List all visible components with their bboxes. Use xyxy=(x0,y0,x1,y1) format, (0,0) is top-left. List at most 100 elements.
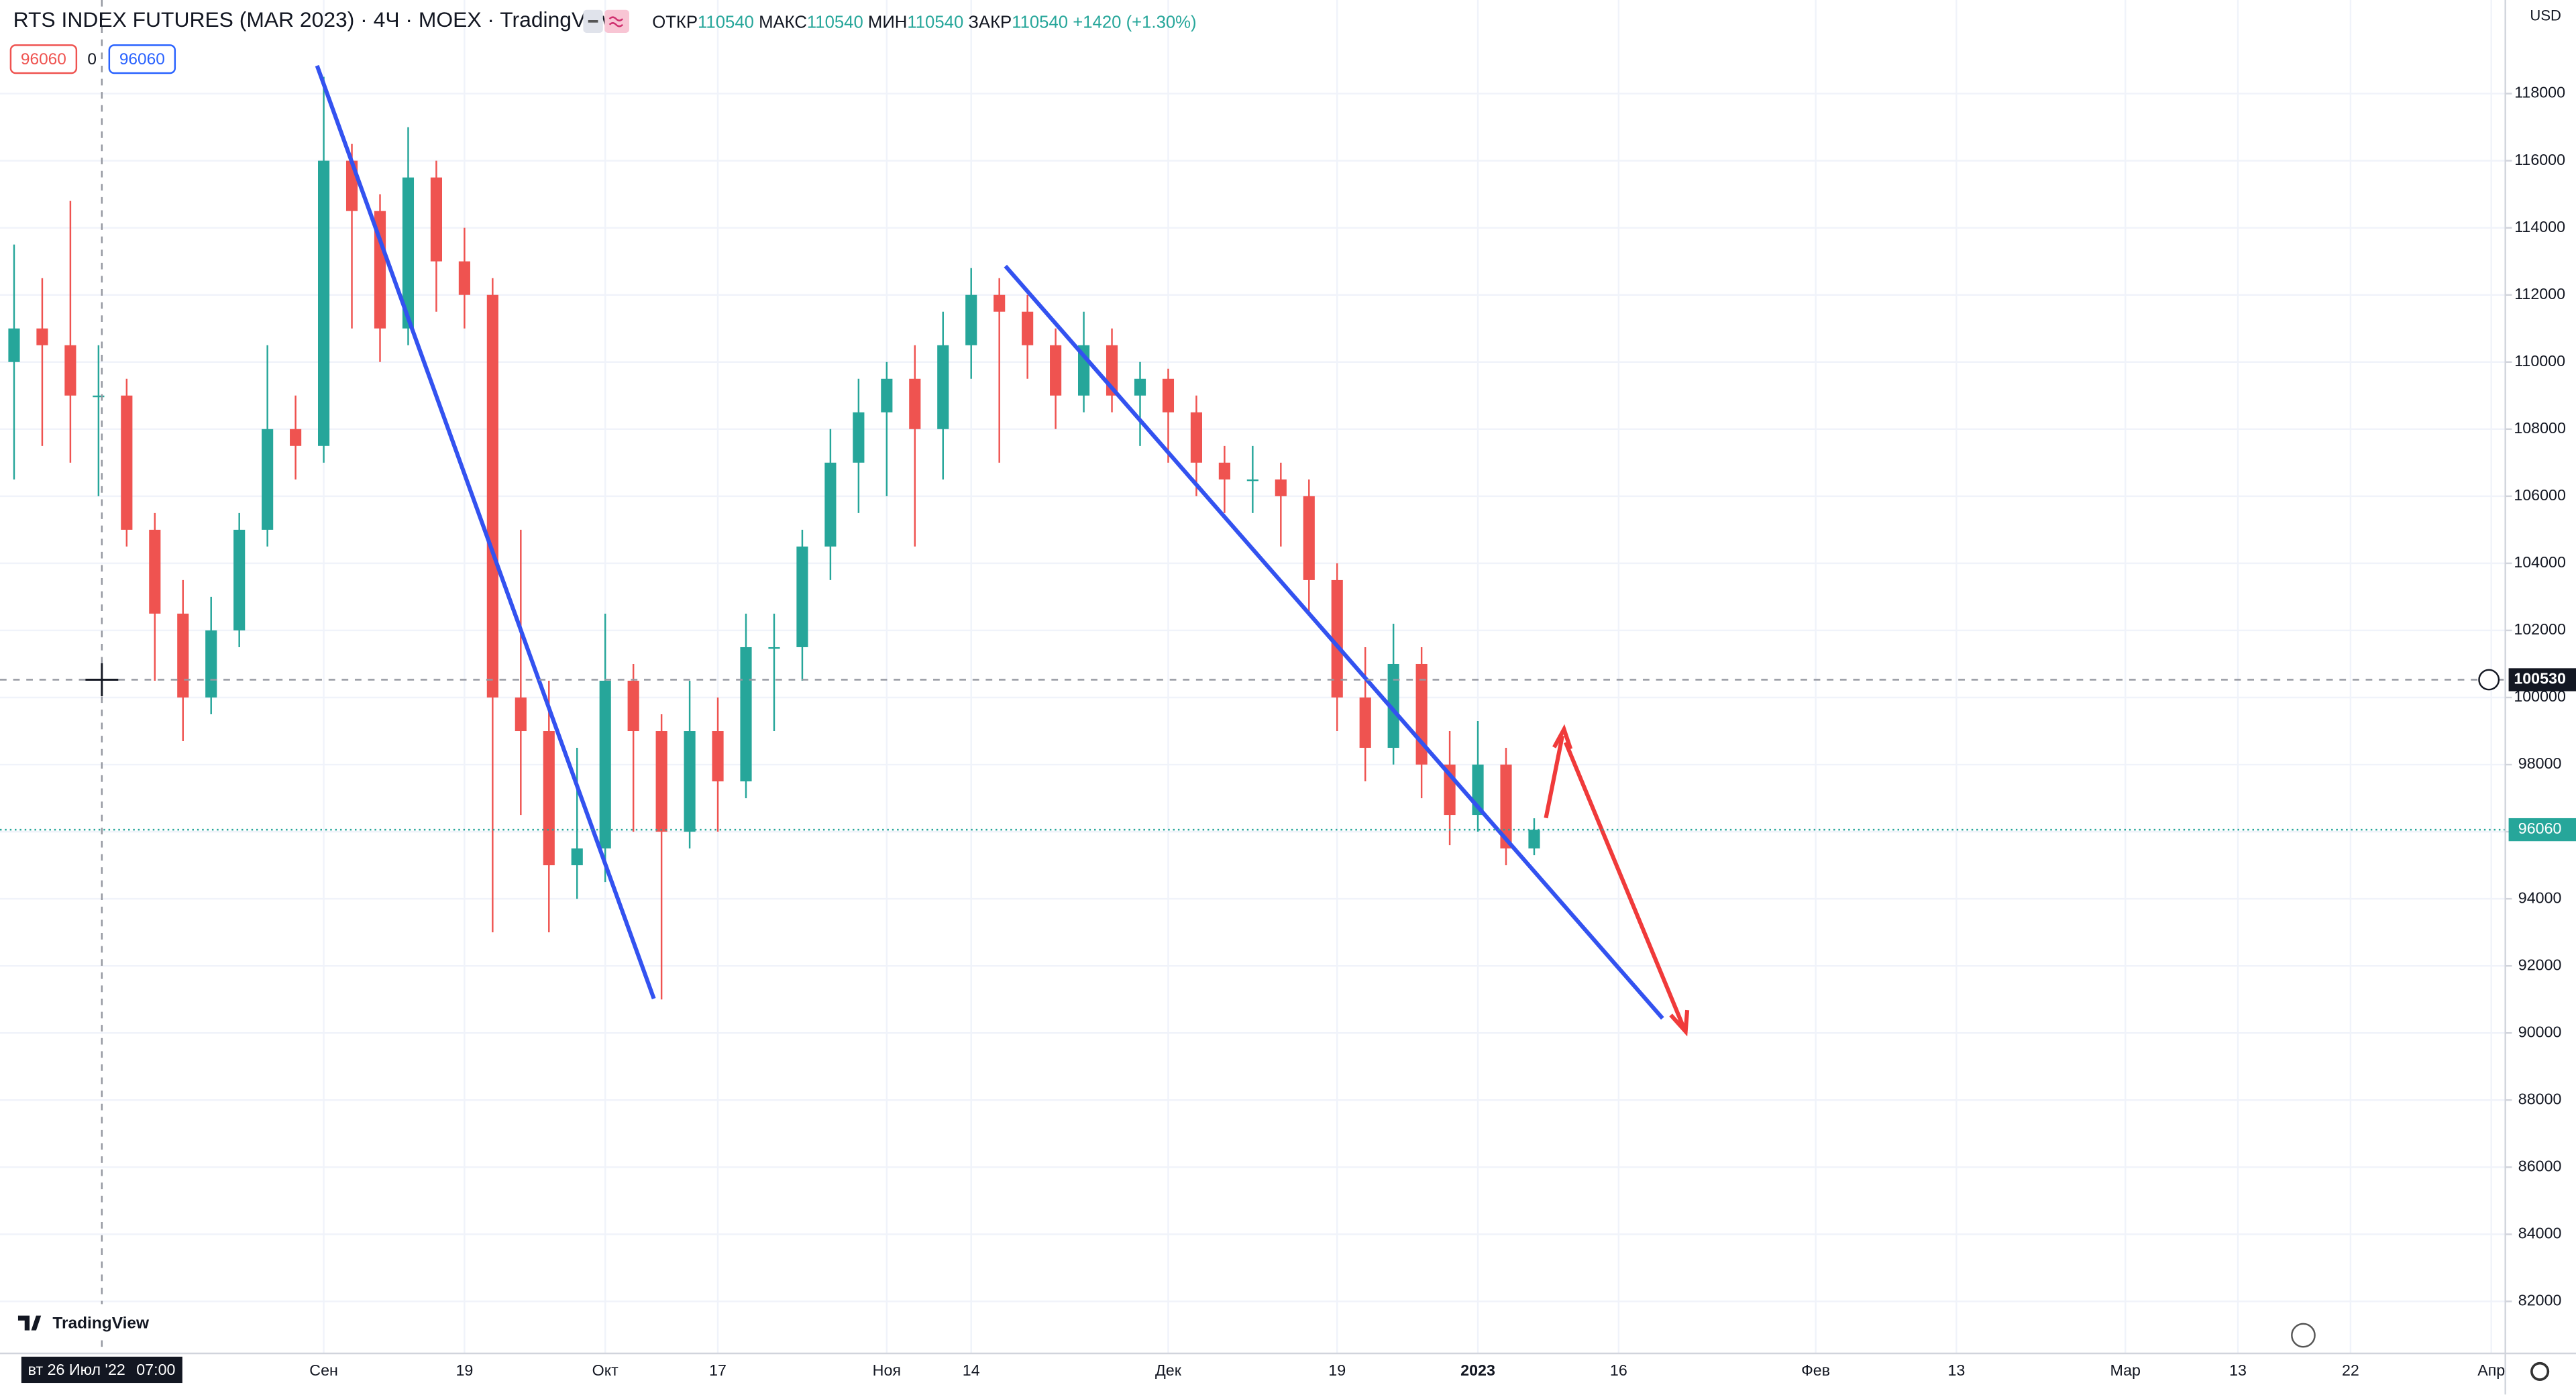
y-tick-label: 88000 xyxy=(2518,1090,2562,1107)
candle-body xyxy=(599,680,611,849)
badge-text: 96060 xyxy=(119,50,165,68)
crosshair-cursor xyxy=(85,663,119,696)
candle-body xyxy=(64,345,76,396)
x-tick-label: Окт xyxy=(592,1361,619,1379)
settings-icon[interactable] xyxy=(2530,1361,2550,1381)
candle-body xyxy=(205,630,217,698)
x-tick-label: Дек xyxy=(1155,1361,1182,1379)
currency: USD xyxy=(2530,7,2561,23)
legend-label: ОТКР xyxy=(652,13,698,32)
crosshair-date-tag xyxy=(21,1356,182,1384)
candle-body xyxy=(824,462,837,547)
y-tick-label: 108000 xyxy=(2514,419,2566,437)
y-tick-label: 110000 xyxy=(2514,352,2565,370)
y-tick-label: 82000 xyxy=(2518,1292,2562,1309)
x-tick-label: 19 xyxy=(1328,1361,1346,1379)
candle-body xyxy=(486,294,498,698)
y-tick-label: 90000 xyxy=(2518,1023,2562,1040)
y-tick-label: 92000 xyxy=(2518,956,2562,973)
x-tick-label: 17 xyxy=(709,1361,727,1379)
candle-body xyxy=(262,429,274,530)
x-tick-label: 22 xyxy=(2342,1361,2359,1379)
y-tick-label: 98000 xyxy=(2518,755,2562,772)
x-tick-label: 14 xyxy=(963,1361,980,1379)
candle-body xyxy=(994,294,1006,312)
candle-body xyxy=(36,328,48,345)
candle-body xyxy=(937,345,949,429)
replay-icon[interactable] xyxy=(2291,1323,2316,1348)
candle-body xyxy=(768,647,780,649)
candle-body xyxy=(1022,311,1034,345)
trend-line xyxy=(1004,264,1664,1020)
candle-body xyxy=(290,429,302,446)
x-tick-label: Фев xyxy=(1801,1361,1830,1379)
y-tick-label: 94000 xyxy=(2518,889,2562,906)
candle-body xyxy=(93,395,105,398)
legend-value: 110540 xyxy=(907,13,963,32)
y-tick-label: 112000 xyxy=(2514,285,2565,302)
y-tick-label: 116000 xyxy=(2514,151,2565,168)
x-tick-label: Сен xyxy=(309,1361,338,1379)
candle-body xyxy=(8,328,20,362)
candle-body xyxy=(712,731,724,782)
legend-label: ЗАКР xyxy=(968,13,1012,32)
candle-body xyxy=(1500,765,1512,849)
y-tick-label: 106000 xyxy=(2514,486,2566,504)
candle-body xyxy=(571,848,583,866)
logo-bg xyxy=(8,1304,150,1341)
legend-value: 110540 xyxy=(1012,13,1068,32)
overlay xyxy=(0,0,2506,1353)
badge-text: 96060 xyxy=(21,50,66,68)
candle-body xyxy=(965,294,977,345)
arrow-head xyxy=(1669,1009,1690,1037)
x-tick-label: 2023 xyxy=(1460,1361,1495,1379)
badge xyxy=(9,44,78,74)
candle-body xyxy=(655,731,667,832)
candle-body xyxy=(1528,830,1540,849)
y-tick-label: 102000 xyxy=(2514,620,2566,638)
button[interactable] xyxy=(604,9,629,33)
chart-title: RTS INDEX FUTURES (MAR 2023) · 4Ч · MOEX… xyxy=(13,7,619,32)
legend-label: МИН xyxy=(868,13,907,32)
ohlc-legend: ОТКР110540 МАКС110540 МИН110540 ЗАКР1105… xyxy=(652,13,1196,32)
x-tick-label: Ноя xyxy=(873,1361,901,1379)
legend-value: 110540 xyxy=(807,13,863,32)
candle-body xyxy=(1218,462,1230,480)
candle-body xyxy=(458,261,470,295)
candle-body xyxy=(740,647,752,782)
candle-body xyxy=(1303,496,1315,580)
last-price-tag xyxy=(2508,818,2576,842)
legend-value: 110540 xyxy=(698,13,754,32)
icon xyxy=(608,16,624,27)
crosshair-price-label: 100530 xyxy=(2514,670,2566,687)
candles xyxy=(8,76,1540,1000)
drawings xyxy=(315,64,1690,1037)
x-tick-label: 13 xyxy=(2229,1361,2247,1379)
arrow xyxy=(1544,735,1564,819)
candle-body xyxy=(881,378,893,412)
candle-body xyxy=(1050,345,1062,396)
candle-body xyxy=(853,412,865,463)
arrow-head xyxy=(1552,724,1573,750)
badge xyxy=(108,44,176,74)
candle-body xyxy=(430,177,442,262)
crosshair-time: 07:00 xyxy=(136,1361,175,1378)
y-tick-label: 84000 xyxy=(2518,1225,2562,1242)
candle-body xyxy=(233,529,246,630)
candle-body xyxy=(1387,663,1399,748)
candle-body xyxy=(149,529,161,614)
y-tick-label: 86000 xyxy=(2518,1157,2562,1174)
badge-text: 0 xyxy=(87,50,97,68)
x-tick-label: 16 xyxy=(1610,1361,1627,1379)
trend-line xyxy=(315,64,656,1000)
legend-change: +1420 (+1.30%) xyxy=(1073,13,1196,32)
add-alert xyxy=(2478,669,2500,691)
y-tick-label: 118000 xyxy=(2514,84,2565,101)
candle-body xyxy=(1190,412,1202,463)
time-axis: Сен 19 Окт 17 Ноя 14 Дек 19 2023 16 Фев 13 Мар 13 22 Ап… xyxy=(21,1356,2505,1384)
y-tick-label: 114000 xyxy=(2514,218,2565,235)
candle-body xyxy=(515,697,527,732)
arrow xyxy=(1564,741,1686,1029)
